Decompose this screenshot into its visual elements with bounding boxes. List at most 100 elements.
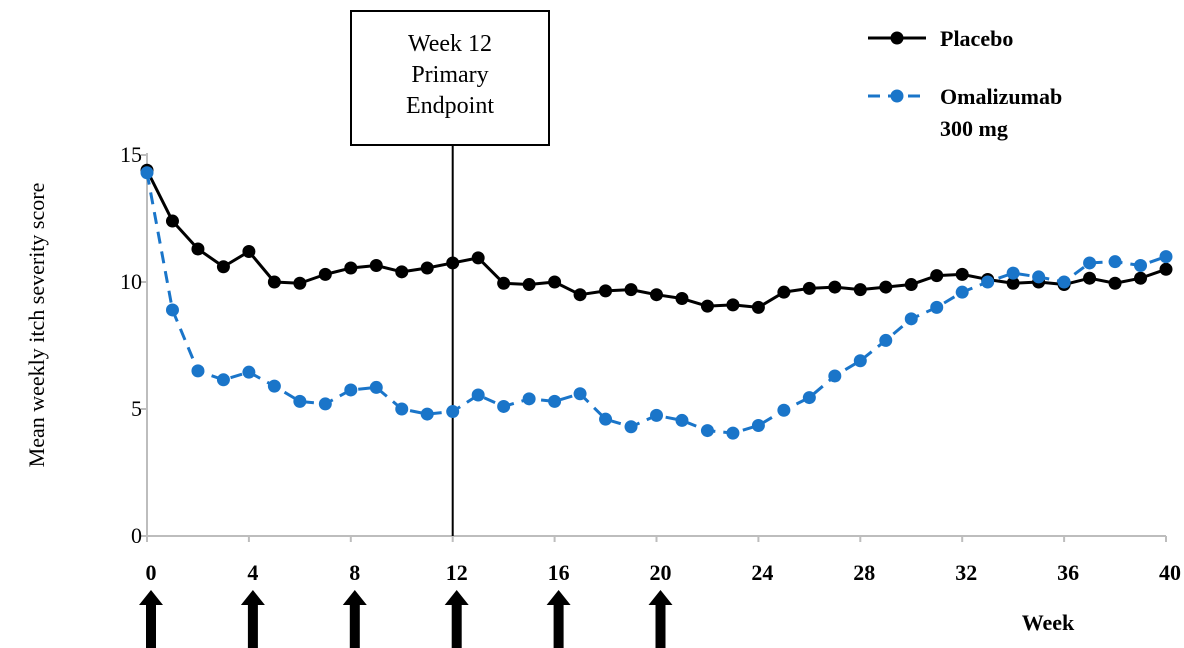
- x-tick-label: 8: [349, 560, 360, 585]
- dose-arrow: [648, 590, 673, 648]
- data-point: [777, 285, 791, 299]
- data-point: [650, 288, 663, 302]
- data-point: [369, 258, 383, 272]
- data-point: [726, 426, 740, 440]
- x-tick-label: 0: [146, 560, 157, 585]
- data-point: [242, 245, 256, 259]
- x-tick-label: 36: [1057, 560, 1079, 585]
- data-point: [624, 283, 638, 297]
- data-point: [930, 269, 944, 283]
- legend-label-placebo: Placebo: [940, 26, 1013, 51]
- y-tick-label: 10: [120, 269, 142, 294]
- data-point: [267, 379, 281, 393]
- data-point: [599, 412, 613, 426]
- legend-label-omalizumab: 300 mg: [940, 116, 1008, 141]
- data-point: [879, 333, 893, 347]
- legend: Placebo Omalizumab 300 mg: [868, 26, 1062, 141]
- data-point: [191, 242, 205, 256]
- y-tick-label: 0: [131, 523, 142, 548]
- x-tick-label: 28: [853, 560, 875, 585]
- annotation-text: Endpoint: [406, 93, 494, 119]
- data-point: [955, 267, 969, 281]
- dose-arrow: [444, 590, 469, 648]
- data-point: [344, 261, 358, 275]
- data-point: [573, 288, 587, 302]
- data-point: [420, 261, 434, 275]
- data-point: [1159, 250, 1173, 264]
- y-tick-label: 5: [131, 396, 142, 421]
- series-layer: [140, 163, 1173, 440]
- data-point: [446, 405, 460, 419]
- data-point: [344, 383, 358, 397]
- y-tick-label: 15: [120, 142, 142, 167]
- data-point: [777, 403, 791, 417]
- data-point: [1108, 255, 1122, 269]
- data-point: [267, 275, 281, 289]
- data-point: [1083, 256, 1097, 270]
- data-point: [700, 299, 714, 313]
- dose-arrow: [240, 590, 265, 648]
- data-point: [1134, 271, 1148, 285]
- data-point: [700, 424, 714, 438]
- data-point: [726, 298, 740, 312]
- data-point: [395, 265, 409, 279]
- data-point: [573, 387, 587, 401]
- data-point: [1006, 266, 1020, 280]
- data-point: [1057, 275, 1071, 289]
- annotation-box: [350, 10, 550, 146]
- data-point: [879, 280, 893, 294]
- data-point: [1006, 276, 1020, 290]
- data-point: [904, 312, 918, 326]
- dose-arrows: [139, 590, 673, 648]
- annotation-text: Week 12: [408, 31, 492, 57]
- x-tick-label: 24: [751, 560, 773, 585]
- data-point: [981, 275, 995, 289]
- data-point: [191, 364, 205, 378]
- data-point: [242, 365, 256, 379]
- data-point: [751, 419, 765, 433]
- annotation-text: Primary: [411, 62, 488, 88]
- y-axis-title: Mean weekly itch severity score: [24, 183, 49, 468]
- x-axis-title: Week: [1022, 610, 1075, 635]
- data-point: [293, 276, 307, 290]
- data-point: [140, 166, 154, 180]
- data-point: [828, 280, 842, 294]
- data-point: [828, 369, 842, 383]
- series-omalizumab: [140, 166, 1173, 440]
- legend-marker-omalizumab: [890, 89, 904, 103]
- series-placebo: [140, 163, 1173, 314]
- dose-arrow: [139, 590, 163, 648]
- x-tick-label: 12: [446, 560, 468, 585]
- x-tick-label: 32: [955, 560, 977, 585]
- series-line: [145, 172, 1167, 435]
- legend-marker-placebo: [890, 31, 904, 45]
- data-point: [318, 267, 332, 281]
- data-point: [904, 278, 918, 292]
- data-point: [369, 380, 383, 394]
- data-point: [420, 407, 434, 421]
- data-point: [216, 373, 230, 387]
- data-point: [318, 397, 332, 411]
- data-point: [1032, 270, 1046, 284]
- data-point: [548, 275, 562, 289]
- data-point: [165, 214, 179, 228]
- data-point: [1108, 276, 1122, 290]
- data-point: [216, 260, 230, 274]
- data-point: [165, 303, 179, 317]
- data-point: [548, 394, 562, 408]
- data-point: [802, 391, 816, 405]
- axes: 0 5 10 15 0 4 8 12 16 20 24 28 32 36 40 Mean weekly itc…: [24, 142, 1181, 635]
- legend-label-omalizumab: Omalizumab: [940, 84, 1062, 109]
- data-point: [802, 281, 816, 295]
- data-point: [522, 278, 536, 292]
- data-point: [675, 413, 689, 427]
- x-tick-label: 40: [1159, 560, 1181, 585]
- data-point: [650, 408, 663, 422]
- x-tick-label: 20: [650, 560, 672, 585]
- data-point: [497, 276, 511, 290]
- data-point: [1159, 262, 1173, 276]
- data-point: [853, 283, 867, 297]
- data-point: [853, 354, 867, 368]
- data-point: [497, 399, 511, 413]
- data-point: [599, 284, 613, 298]
